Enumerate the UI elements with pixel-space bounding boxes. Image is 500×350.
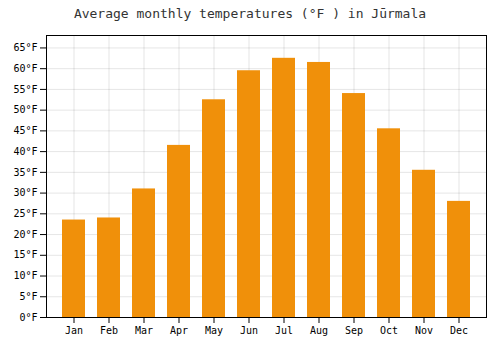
svg-text:55°F: 55°F <box>13 84 37 95</box>
svg-text:May: May <box>205 325 223 336</box>
svg-text:Aug: Aug <box>310 325 328 336</box>
svg-text:60°F: 60°F <box>13 63 37 74</box>
svg-text:35°F: 35°F <box>13 167 37 178</box>
svg-text:Mar: Mar <box>135 325 153 336</box>
svg-text:Jul: Jul <box>275 325 293 336</box>
svg-text:Dec: Dec <box>450 325 468 336</box>
svg-text:5°F: 5°F <box>19 291 37 302</box>
svg-text:45°F: 45°F <box>13 125 37 136</box>
svg-text:25°F: 25°F <box>13 208 37 219</box>
svg-text:50°F: 50°F <box>13 104 37 115</box>
svg-text:10°F: 10°F <box>13 270 37 281</box>
svg-text:15°F: 15°F <box>13 249 37 260</box>
svg-text:0°F: 0°F <box>19 312 37 323</box>
svg-text:30°F: 30°F <box>13 187 37 198</box>
svg-text:20°F: 20°F <box>13 229 37 240</box>
svg-text:40°F: 40°F <box>13 146 37 157</box>
svg-text:Oct: Oct <box>380 325 398 336</box>
svg-text:Sep: Sep <box>345 325 363 336</box>
svg-text:Feb: Feb <box>100 325 118 336</box>
svg-text:65°F: 65°F <box>13 42 37 53</box>
svg-text:Apr: Apr <box>170 325 188 336</box>
svg-text:Jan: Jan <box>65 325 83 336</box>
html-text:Average monthly temperatures (: Average monthly temperatures (°F ) in Jū… <box>73 6 427 21</box>
svg-text:Nov: Nov <box>415 325 433 336</box>
svg-text:Jun: Jun <box>240 325 258 336</box>
